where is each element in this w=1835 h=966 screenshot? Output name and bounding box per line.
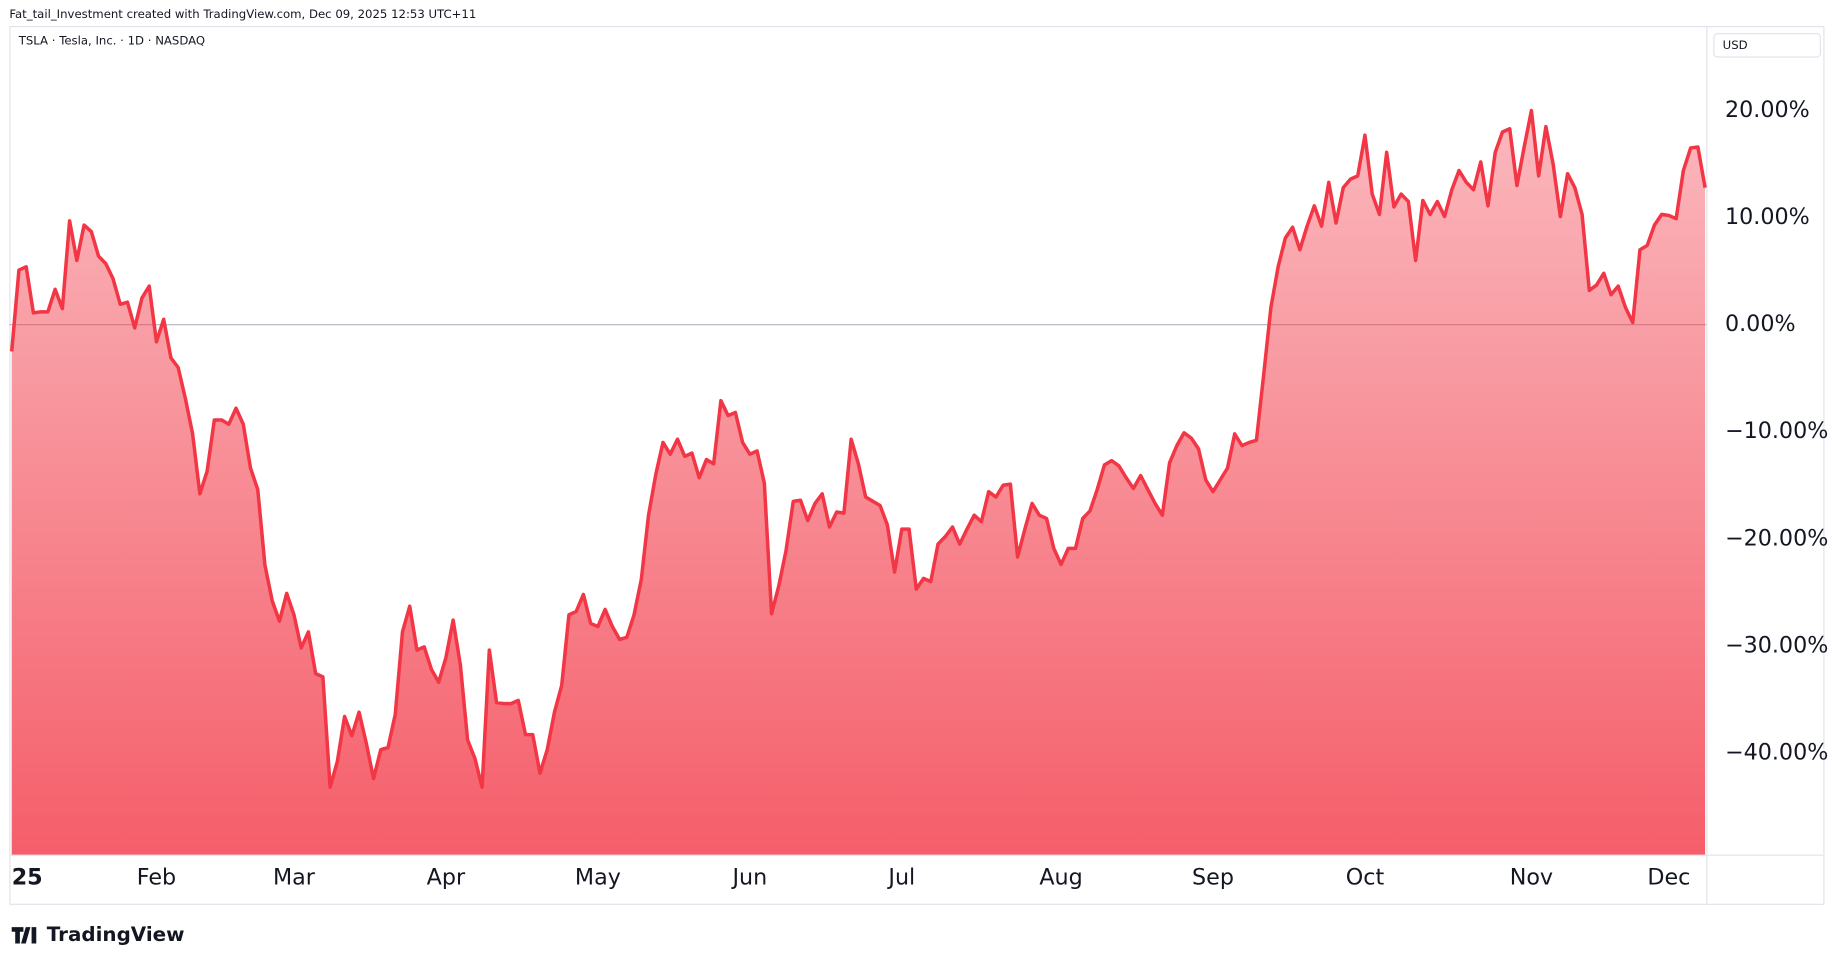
y-tick-label: −30.00% [1725,632,1828,658]
x-tick-label: Mar [273,864,316,890]
currency: USD [1723,38,1748,52]
x-tick-label: Dec [1647,864,1690,890]
brand-name: TradingView [47,923,185,946]
y-tick-label: −20.00% [1725,525,1828,551]
frame [9,26,1825,905]
y-tick-label: 10.00% [1725,204,1810,230]
x-tick-label: May [575,864,621,890]
x-tick-label: Nov [1510,864,1553,890]
x-tick-label: Apr [427,864,466,890]
x-tick-label: Jun [730,864,767,890]
y-tick-label: −10.00% [1725,418,1828,444]
area-fill [11,110,1706,855]
brand-logo [11,927,37,944]
y-tick-label: 0.00% [1725,311,1796,337]
header: Fat_tail_Investment created with Trading… [9,7,476,21]
x-tick-label: 25 [12,864,43,890]
symbol-legend: TSLA · Tesla, Inc. · 1D · NASDAQ [18,34,205,48]
x-tick-label: Aug [1039,864,1082,890]
y-tick-label: −40.00% [1725,739,1828,765]
x-tick-label: Oct [1346,864,1385,890]
x-tick-label: Jul [886,864,915,890]
price-line [9,108,1707,789]
plot: 20.00% 10.00% 0.00% −10.00% −20.00% −30.00% −4… [9,97,1828,890]
x-tick-label: Sep [1192,864,1234,890]
y-tick-label: 20.00% [1725,97,1810,123]
brand: TradingView [11,923,185,946]
currency-box[interactable] [1713,33,1821,58]
x-tick-label: Feb [137,864,176,890]
